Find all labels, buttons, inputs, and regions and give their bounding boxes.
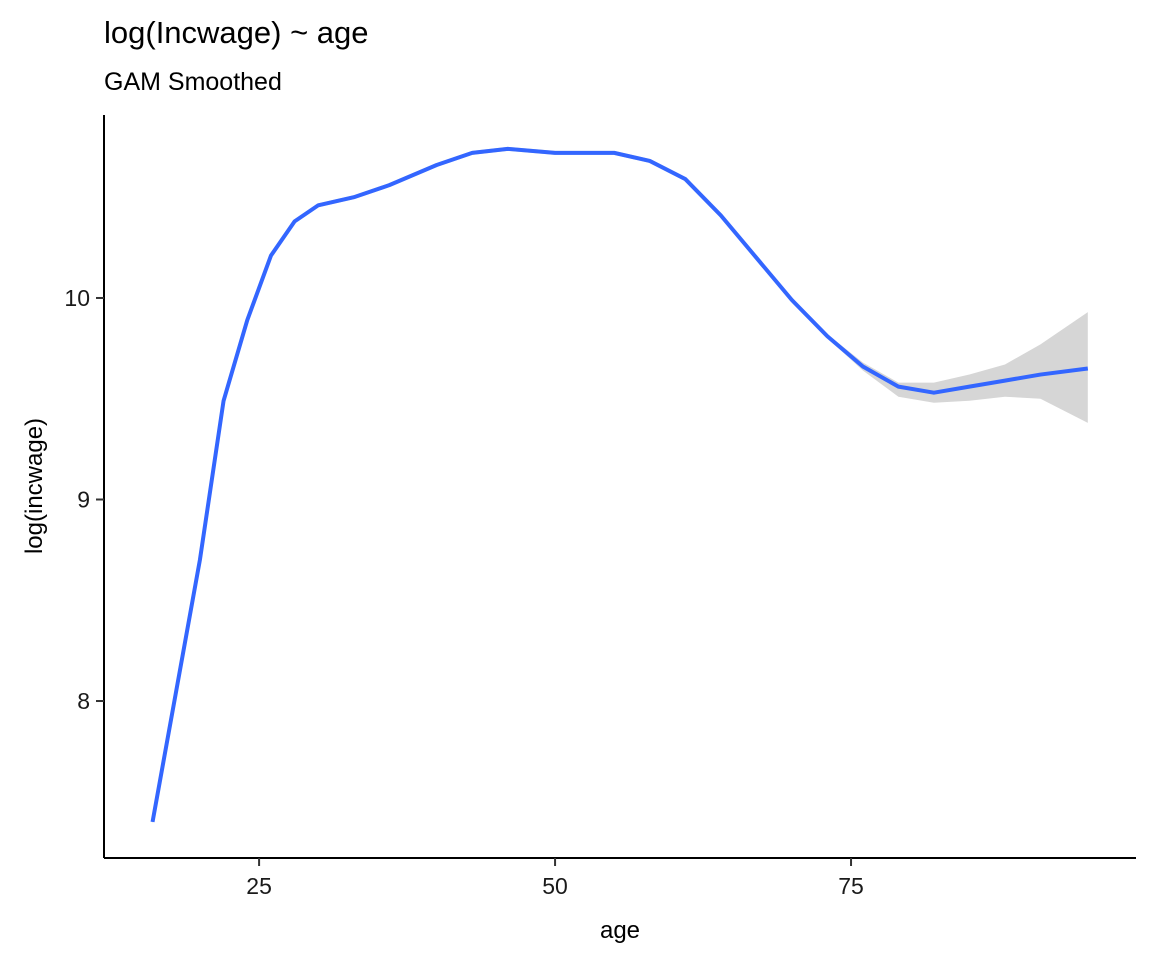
x-tick-label: 25 [246, 873, 272, 899]
y-tick-label: 8 [77, 688, 90, 714]
chart-title: log(Incwage) ~ age [104, 15, 369, 50]
x-tick-label: 50 [542, 873, 568, 899]
chart-subtitle: GAM Smoothed [104, 68, 282, 96]
x-tick-label: 75 [838, 873, 864, 899]
line [150, 146, 1089, 823]
x-axis-title: age [600, 917, 640, 944]
y-tick-label: 9 [77, 486, 90, 512]
confidence-band [152, 146, 1088, 824]
y-tick-label: 10 [64, 285, 90, 311]
y-axis-title: log(incwage) [21, 418, 48, 554]
